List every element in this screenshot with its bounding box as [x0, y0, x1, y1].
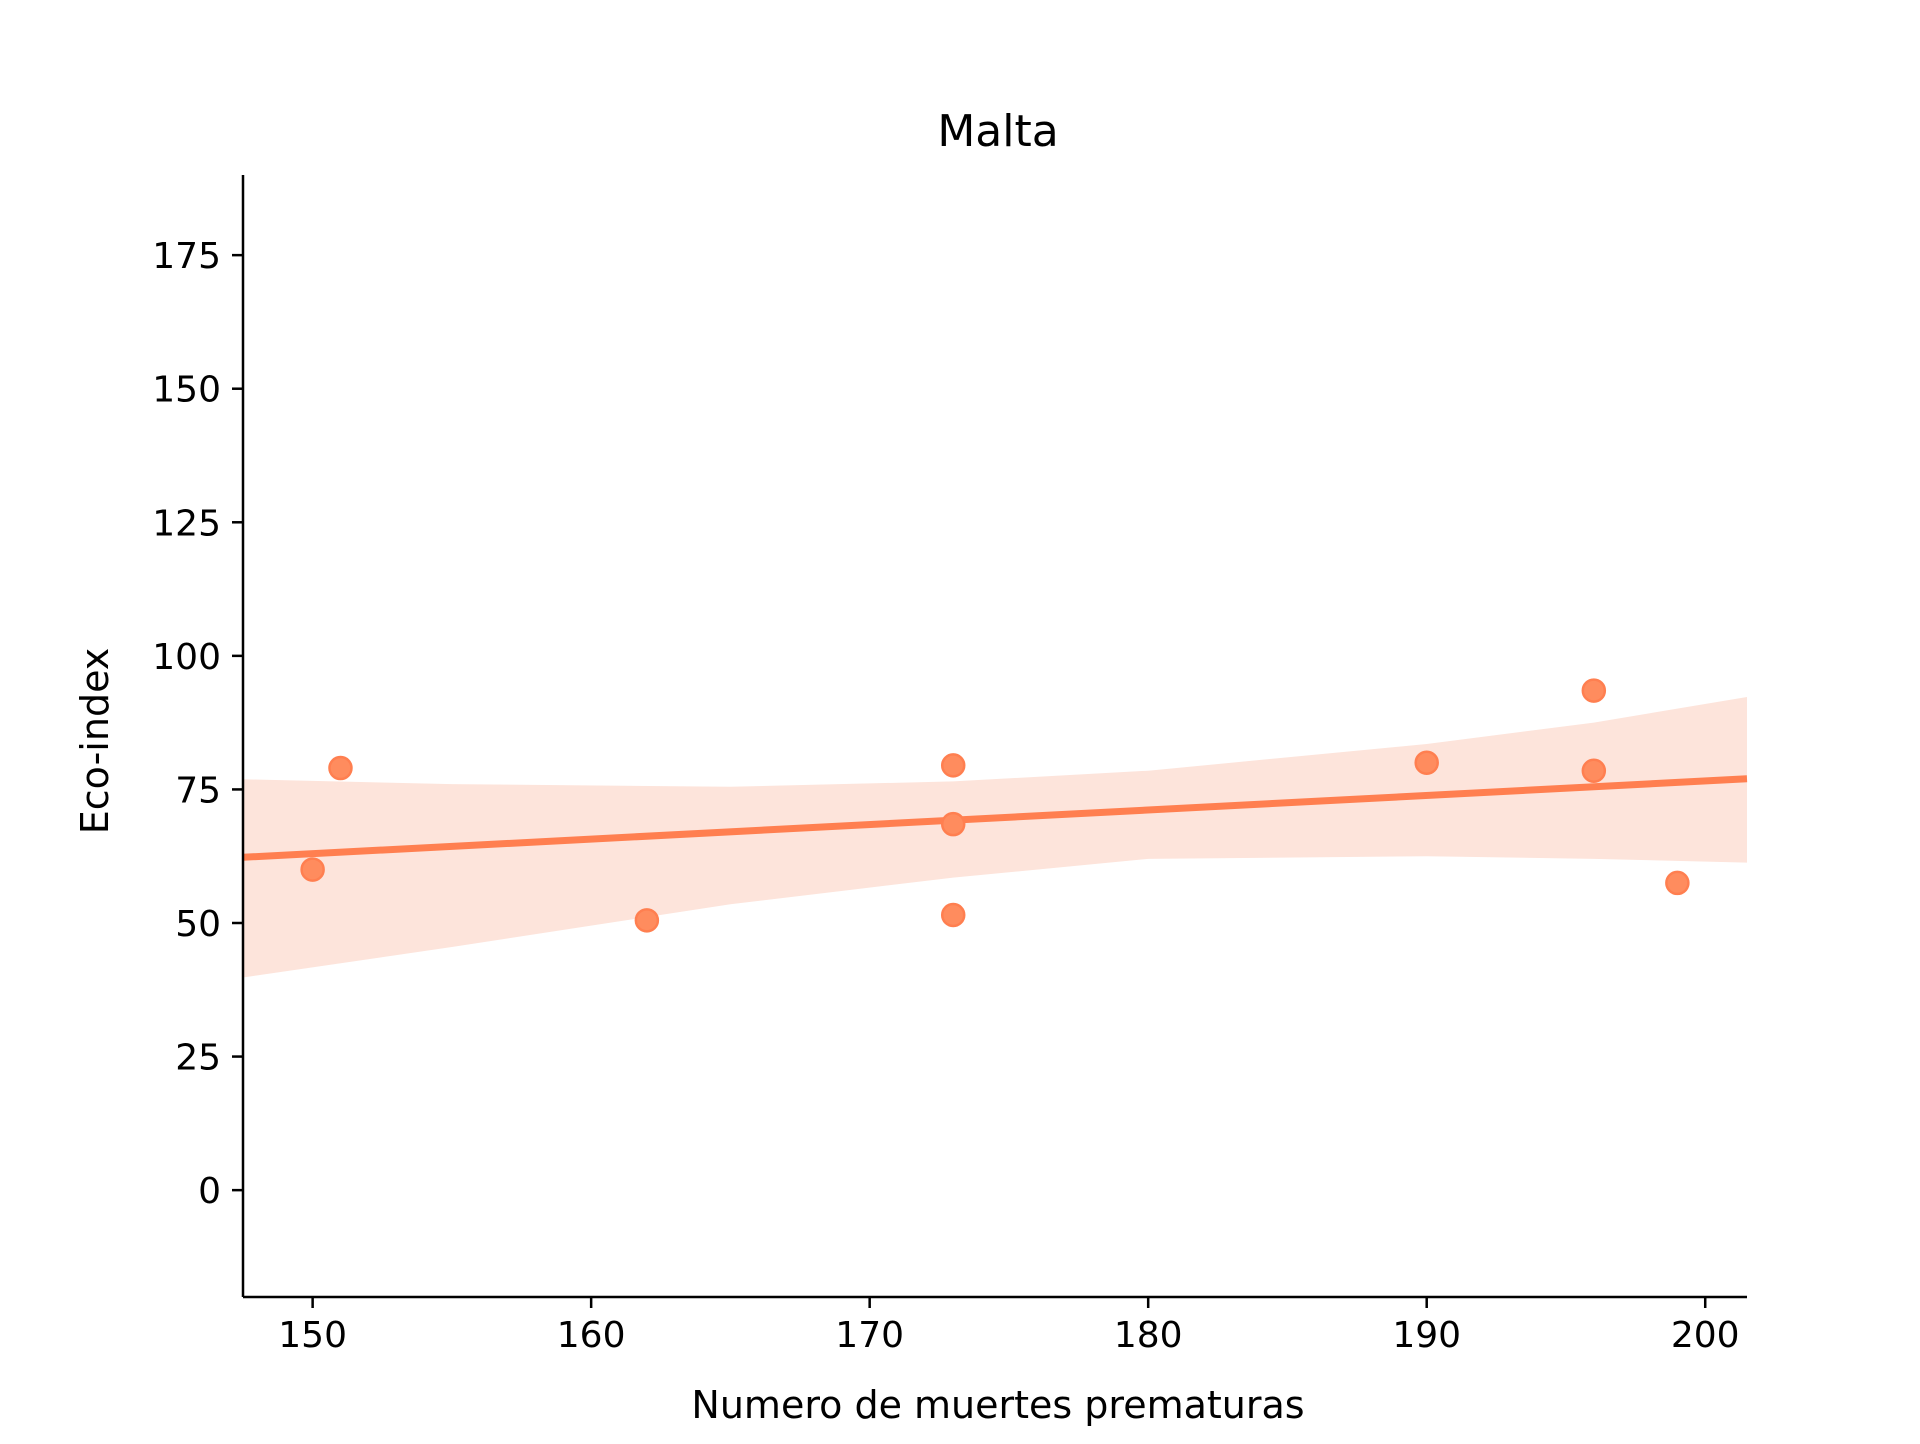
axes-layer: 150 160 170 180 190 200 0 25 50 75 100 125 150 175: [152, 175, 1747, 1356]
regression-line-layer: [242, 775, 1748, 861]
data-points-layer: [300, 678, 1690, 933]
y-tick-label: 150: [152, 370, 221, 411]
x-tick-label: 190: [1392, 1315, 1461, 1356]
data-point: [634, 908, 660, 933]
y-tick-label: 50: [175, 904, 221, 945]
y-tick-label: 100: [152, 637, 221, 678]
y-axis-label: Eco-index: [73, 648, 117, 835]
data-point: [300, 857, 325, 882]
data-point: [1581, 678, 1607, 703]
data-point: [1665, 870, 1690, 896]
y-tick-label: 175: [152, 236, 221, 277]
y-tick-label: 125: [152, 503, 221, 544]
x-tick-label: 150: [278, 1315, 347, 1356]
data-point: [940, 753, 966, 778]
data-point: [328, 755, 353, 781]
data-point: [1581, 758, 1607, 783]
x-tick-label: 160: [557, 1315, 626, 1356]
y-tick-label: 0: [198, 1171, 221, 1212]
x-axis-label: Numero de muertes prematuras: [691, 1383, 1304, 1427]
x-tick-label: 170: [835, 1315, 904, 1356]
confidence-band-layer: [243, 697, 1747, 978]
y-tick-label: 25: [175, 1038, 221, 1079]
y-tick-label: 75: [175, 770, 221, 811]
data-point: [940, 902, 966, 928]
x-tick-label: 180: [1114, 1315, 1183, 1356]
data-point: [1414, 750, 1439, 775]
x-tick-label: 200: [1671, 1315, 1740, 1356]
regression-line: [242, 775, 1748, 861]
chart-title: Malta: [937, 106, 1058, 157]
confidence-band: [243, 697, 1747, 978]
data-point: [940, 811, 966, 837]
